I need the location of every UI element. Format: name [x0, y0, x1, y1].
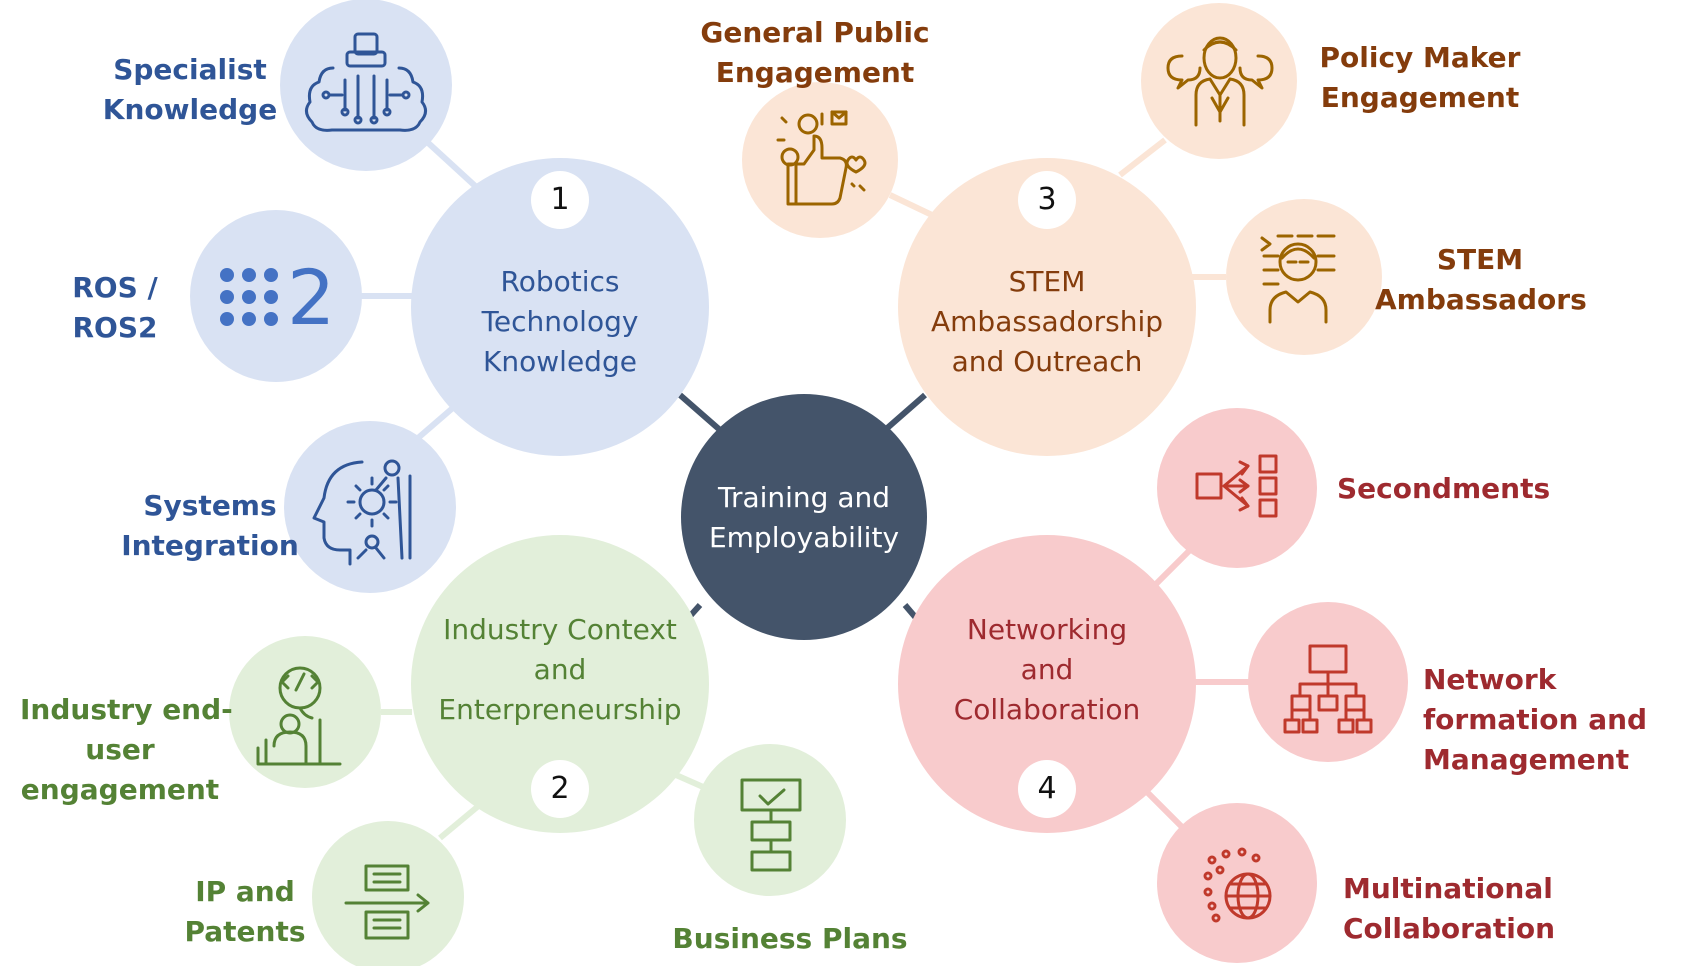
- center-line-1: Training and: [717, 481, 891, 514]
- leaf-stem-amb-line-1: STEM: [1436, 243, 1524, 276]
- center-label: Training and Employability: [704, 478, 904, 558]
- leaf-label-general: General Public Engagement: [690, 13, 940, 93]
- leaf-label-multinational: Multinational Collaboration: [1343, 869, 1555, 949]
- leaf-business-line-1: Business Plans: [672, 922, 908, 955]
- leaf-label-secondments: Secondments: [1337, 469, 1550, 509]
- center-circle: [681, 394, 927, 640]
- globe-dots-icon: [1203, 847, 1272, 923]
- leaf-policy-line-2: Engagement: [1320, 81, 1520, 114]
- leaf-ros-line-1: ROS /: [72, 271, 158, 304]
- leaf-circle-specialist: [280, 0, 452, 171]
- svg-text:2: 2: [287, 253, 335, 342]
- leaf-label-business: Business Plans: [665, 919, 915, 959]
- hub-circle-robotics: [411, 158, 709, 456]
- leaf-specialist-line-1: Specialist: [113, 53, 267, 86]
- hub-circle-stem: [898, 158, 1196, 456]
- flowchart-checkbox-icon: [740, 778, 802, 872]
- center-line-2: Employability: [708, 521, 900, 554]
- hub-number-robotics: 1: [531, 171, 589, 229]
- leaf-multinational-line-1: Multinational: [1343, 872, 1553, 905]
- document-arrow-icon: [344, 864, 430, 940]
- org-chart-icon: [1283, 644, 1373, 734]
- hub-number-stem: 3: [1018, 171, 1076, 229]
- leaf-ip-line-1: IP and: [195, 875, 295, 908]
- hub-stem-line-2: Ambassadorship: [931, 305, 1163, 338]
- hub-network-line-1: Networking: [966, 613, 1128, 646]
- hub-label-robotics: Robotics Technology Knowledge: [430, 262, 690, 382]
- box-arrows-icon: [1195, 454, 1278, 518]
- hub-number-industry: 2: [531, 760, 589, 818]
- leaf-circle-ip: [312, 821, 464, 966]
- speaker-speech-icon: [1166, 36, 1274, 127]
- ros2-logo-icon: 2: [220, 253, 335, 342]
- hub-circle-network: [898, 535, 1196, 833]
- hub-network-line-3: Collaboration: [953, 693, 1141, 726]
- leaf-circle-policy: [1141, 3, 1297, 159]
- leaf-industry-user-line-3: engagement: [20, 773, 220, 806]
- leaf-general-line-1: General Public: [700, 16, 930, 49]
- leaf-circle-stem-amb: [1226, 199, 1382, 355]
- leaf-label-systems: Systems Integration: [120, 486, 300, 566]
- leaf-policy-line-1: Policy Maker: [1319, 41, 1521, 74]
- leaf-ros-line-2: ROS2: [72, 311, 158, 344]
- leaf-circle-systems: [284, 421, 456, 593]
- leaf-general-line-2: Engagement: [715, 56, 915, 89]
- leaf-stem-amb-line-2: Ambassadors: [1375, 283, 1587, 316]
- hub-robotics-line-3: Knowledge: [483, 345, 637, 378]
- leaf-circle-secondments: [1157, 408, 1317, 568]
- hub-industry-line-2: and: [533, 653, 587, 686]
- leaf-ip-line-2: Patents: [184, 915, 306, 948]
- leaf-label-industry-user: Industry end- user engagement: [20, 690, 233, 810]
- brain-circuit-icon: [305, 32, 427, 132]
- hub-industry-line-1: Industry Context: [443, 613, 677, 646]
- leaf-systems-line-2: Integration: [121, 529, 299, 562]
- leaf-network-form-line-2: formation and: [1423, 703, 1648, 736]
- leaf-circle-general: [742, 82, 898, 238]
- hub-number-network: 4: [1018, 760, 1076, 818]
- leaf-label-ip: IP and Patents: [180, 872, 310, 952]
- hub-label-stem: STEM Ambassadorship and Outreach: [917, 262, 1177, 382]
- hub-label-network: Networking and Collaboration: [917, 610, 1177, 730]
- hub-robotics-line-1: Robotics: [500, 265, 620, 298]
- thumbs-up-emoji-icon: [776, 110, 867, 206]
- leaf-label-stem-amb: STEM Ambassadors: [1375, 240, 1587, 320]
- hub-stem-line-3: and Outreach: [951, 345, 1143, 378]
- hub-robotics-line-2: Technology: [481, 305, 639, 338]
- leaf-network-form-line-1: Network: [1423, 663, 1557, 696]
- developer-code-icon: [256, 666, 342, 766]
- leaf-label-specialist: Specialist Knowledge: [100, 50, 280, 130]
- leaf-network-form-line-3: Management: [1423, 743, 1630, 776]
- leaf-specialist-line-2: Knowledge: [102, 93, 278, 126]
- leaf-secondments-line-1: Secondments: [1337, 472, 1551, 505]
- leaf-label-ros: ROS / ROS2: [60, 268, 170, 348]
- leaf-label-policy: Policy Maker Engagement: [1300, 38, 1540, 118]
- hub-industry-line-3: Enterpreneurship: [438, 693, 682, 726]
- leaf-multinational-line-2: Collaboration: [1343, 912, 1556, 945]
- leaf-industry-user-line-1: Industry end-: [20, 693, 233, 726]
- hub-stem-line-1: STEM: [1008, 265, 1086, 298]
- leaf-systems-line-1: Systems: [143, 489, 277, 522]
- leaf-connectors: [358, 137, 1250, 841]
- head-gear-icon: [312, 459, 412, 566]
- leaf-industry-user-line-2: user: [85, 733, 155, 766]
- hub-network-line-2: and: [1020, 653, 1074, 686]
- person-code-lines-icon: [1260, 234, 1336, 324]
- leaf-label-network-form: Network formation and Management: [1423, 660, 1647, 780]
- hub-label-industry: Industry Context and Enterpreneurship: [420, 610, 700, 730]
- hub-circle-industry: [411, 535, 709, 833]
